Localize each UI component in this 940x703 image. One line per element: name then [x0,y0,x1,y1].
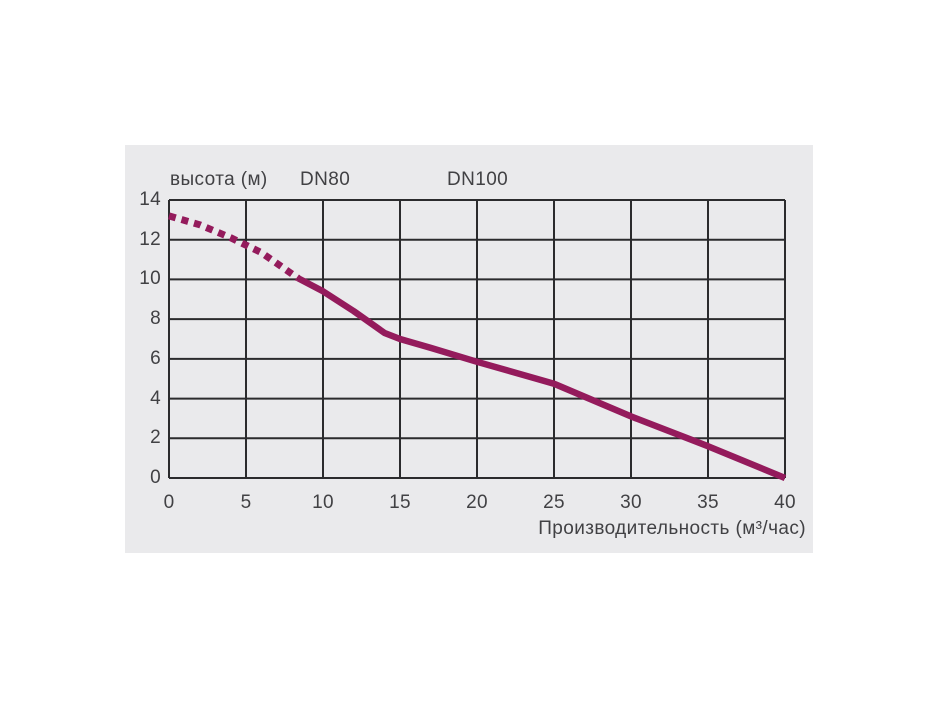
x-tick-label: 40 [774,492,796,513]
y-tick-label: 14 [139,189,161,210]
y-tick-label: 0 [150,467,161,488]
y-tick-label: 6 [150,347,161,369]
x-axis-title: Производительность (м³/час) [538,518,806,539]
y-tick-label: 8 [150,308,161,330]
x-tick-label: 25 [543,492,565,513]
chart-panel [125,145,813,553]
y-tick-label: 12 [139,228,161,250]
y-tick-label: 2 [150,427,161,449]
head-curve-solid [296,275,787,482]
x-tick-label: 10 [312,492,334,513]
y-tick-label: 10 [139,268,161,290]
x-tick-label: 35 [697,492,719,513]
curve-label-dn100: DN100 [447,169,509,190]
curve-label-dn80: DN80 [300,169,351,190]
x-tick-label: 20 [466,492,488,513]
y-axis-title: высота (м) [170,169,268,190]
x-tick-label: 0 [163,492,175,513]
x-tick-label: 15 [389,492,411,513]
x-tick-label: 30 [620,492,642,513]
x-tick-label: 5 [240,492,252,513]
head-curve-dashed [168,212,301,282]
y-tick-label: 4 [150,387,161,409]
